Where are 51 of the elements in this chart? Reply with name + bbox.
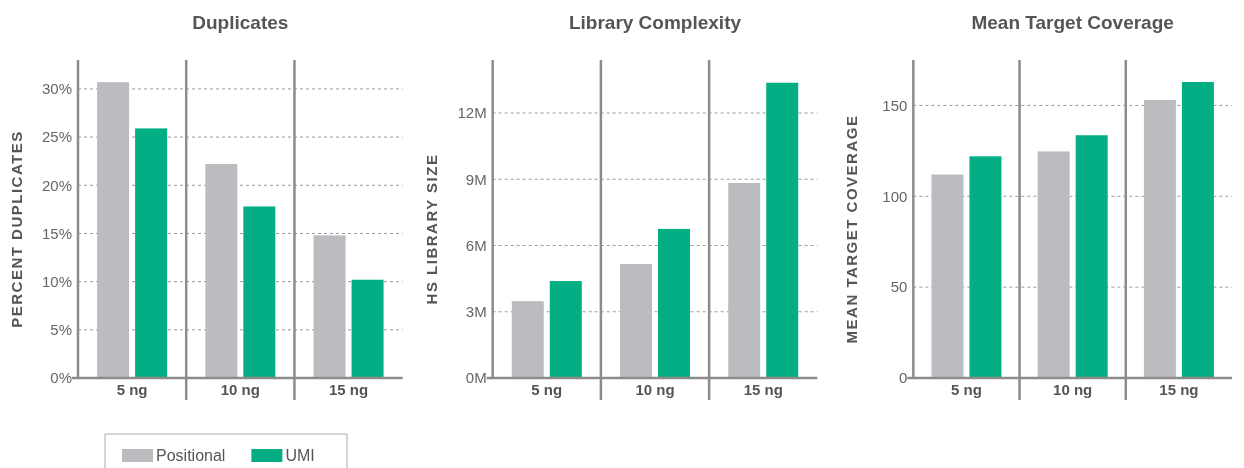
bar <box>766 82 799 378</box>
bar <box>969 156 1002 378</box>
bar <box>1037 151 1070 378</box>
y-tick-label: 50 <box>890 278 908 296</box>
y-tick-label: 150 <box>882 96 908 114</box>
chart-title: Library Complexity <box>568 12 742 33</box>
bar <box>97 82 130 378</box>
x-tick-label: 15 ng <box>743 380 783 398</box>
y-tick-label: 25% <box>41 128 72 146</box>
y-tick-label: 12M <box>457 104 487 122</box>
x-tick-label: 5 ng <box>951 380 982 398</box>
x-tick-label: 5 ng <box>116 380 148 398</box>
bar <box>620 264 652 378</box>
y-tick-label: 10% <box>41 272 72 290</box>
y-axis-title: MEAN TARGET COVERAGE <box>843 114 861 344</box>
bar <box>511 301 544 378</box>
legend-label: Positional <box>156 447 226 464</box>
y-tick-label: 0 <box>898 369 908 387</box>
y-tick-label: 9M <box>465 170 487 188</box>
y-tick-label: 5% <box>50 321 72 339</box>
bar <box>1143 99 1176 378</box>
bar <box>1181 81 1214 378</box>
x-tick-label: 5 ng <box>531 380 563 398</box>
x-tick-label: 10 ng <box>220 380 260 398</box>
y-axis-title: HS LIBRARY SIZE <box>422 153 440 305</box>
x-tick-label: 10 ng <box>1053 380 1093 398</box>
bar <box>1075 135 1108 378</box>
chart-title: Duplicates <box>192 12 289 33</box>
y-axis-title: PERCENT DUPLICATES <box>8 130 25 328</box>
bar <box>243 206 276 378</box>
y-tick-label: 0M <box>465 369 487 387</box>
y-tick-label: 6M <box>465 236 487 254</box>
y-tick-label: 3M <box>465 303 487 321</box>
y-tick-label: 20% <box>41 176 72 194</box>
bar <box>728 183 761 378</box>
x-tick-label: 10 ng <box>635 380 675 398</box>
y-tick-label: 0% <box>50 369 72 387</box>
bar <box>658 228 690 378</box>
legend-label: UMI <box>285 447 315 464</box>
y-tick-label: 100 <box>882 187 908 205</box>
y-tick-label: 30% <box>41 80 72 98</box>
bar <box>931 174 964 378</box>
bar <box>549 281 582 378</box>
x-tick-label: 15 ng <box>328 380 369 398</box>
bar <box>313 235 346 378</box>
x-tick-label: 15 ng <box>1159 380 1199 398</box>
chart-title: Mean Target Coverage <box>971 12 1174 33</box>
bar <box>135 128 168 378</box>
y-tick-label: 15% <box>41 224 72 242</box>
bar <box>351 279 384 378</box>
bar <box>205 164 238 378</box>
